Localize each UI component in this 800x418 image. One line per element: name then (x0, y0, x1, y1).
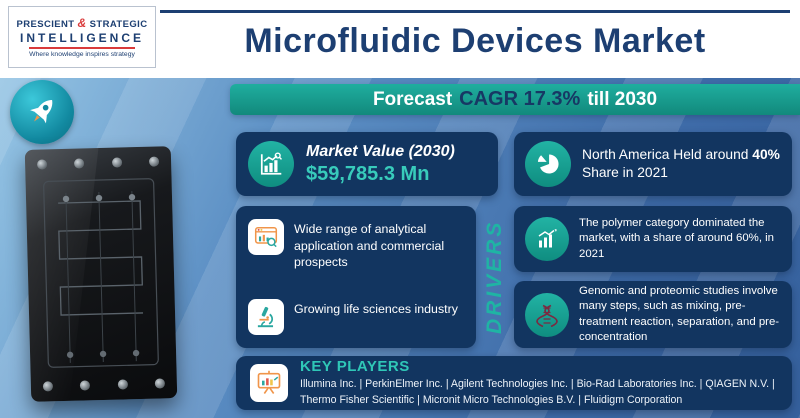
regional-share-card: North America Held around 40% Share in 2… (514, 132, 792, 196)
company-logo: PRESCIENT & STRATEGIC INTELLIGENCE Where… (8, 6, 156, 68)
market-value-amount: $59,785.3 Mn (306, 162, 430, 185)
key-players-line2: Thermo Fisher Scientific | Micronit Micr… (300, 393, 683, 406)
key-players-icon-box (250, 364, 288, 402)
polymer-icon-circle (525, 217, 569, 261)
genomic-insight-text: Genomic and proteomic studies involve ma… (579, 285, 780, 343)
driver1-text: Wide range of analytical application and… (294, 222, 445, 270)
logo-prescient: PRESCIENT (16, 19, 75, 30)
market-value-text: Market Value (2030) $59,785.3 Mn (306, 143, 455, 186)
chip-channels-graphic (43, 178, 159, 368)
dna-icon (536, 304, 558, 327)
banner-prefix: Forecast (372, 88, 453, 110)
microfluidic-chip-photo (24, 146, 178, 402)
driver2-icon-box (248, 299, 284, 335)
screw-icon (111, 157, 122, 168)
bar-growth-icon (538, 229, 557, 248)
key-players-card: KEY PLAYERS Illumina Inc. | PerkinElmer … (236, 356, 792, 410)
genomic-icon-circle (525, 292, 569, 337)
regional-share-text: North America Held around 40% Share in 2… (582, 146, 781, 182)
logo-tagline: Where knowledge inspires strategy (29, 51, 135, 58)
screw-icon (148, 156, 160, 167)
microscope-icon (257, 306, 274, 328)
logo-strategic: STRATEGIC (89, 19, 148, 30)
screw-icon (36, 159, 48, 170)
key-players-line1: Illumina Inc. | PerkinElmer Inc. | Agile… (300, 378, 775, 391)
driver2-text: Growing life sciences industry (294, 302, 458, 316)
forecast-banner: Forecast CAGR 17.3% till 2030 (230, 84, 800, 115)
analytics-window-icon (254, 227, 278, 248)
share-text-pre: North America Held around (582, 146, 749, 162)
logo-line1: PRESCIENT & STRATEGIC (17, 16, 148, 30)
logo-red-rule (29, 47, 135, 49)
page-title: Microfluidic Devices Market (244, 22, 706, 60)
share-icon-circle (525, 141, 571, 187)
market-value-card: Market Value (2030) $59,785.3 Mn (236, 132, 498, 196)
logo-line2: INTELLIGENCE (19, 31, 144, 45)
key-players-title: KEY PLAYERS (300, 358, 410, 376)
header-divider (160, 10, 790, 13)
screw-icon (154, 378, 165, 389)
drivers-card: Wide range of analytical application and… (236, 206, 476, 348)
share-percent: 40% (752, 146, 780, 162)
screw-icon (80, 380, 91, 391)
polymer-insight-card: The polymer category dominated the marke… (514, 206, 792, 272)
screw-icon (42, 381, 54, 392)
genomic-insight-card: Genomic and proteomic studies involve ma… (514, 281, 792, 348)
logo-ampersand: & (77, 16, 87, 30)
screw-icon (74, 158, 85, 169)
chart-board-icon (257, 370, 281, 394)
banner-suffix: till 2030 (587, 88, 658, 110)
rocket-icon (30, 99, 53, 124)
brand-badge (10, 80, 74, 144)
growth-chart-magnifier-icon (260, 152, 283, 175)
screw-icon (117, 379, 128, 390)
market-value-icon-circle (248, 141, 294, 187)
banner-cagr-value: CAGR 17.3% (459, 88, 581, 110)
driver-item-2: Growing life sciences industry (248, 299, 464, 335)
polymer-insight-text: The polymer category dominated the marke… (579, 217, 775, 260)
drivers-vertical-label: DRIVERS (483, 219, 506, 335)
market-value-label: Market Value (2030) (306, 142, 455, 160)
key-players-text: KEY PLAYERS Illumina Inc. | PerkinElmer … (300, 358, 775, 408)
driver-item-1: Wide range of analytical application and… (248, 219, 464, 271)
pie-chart-icon (537, 154, 559, 174)
driver1-icon-box (248, 219, 284, 255)
share-text-post: Share in 2021 (582, 165, 668, 180)
